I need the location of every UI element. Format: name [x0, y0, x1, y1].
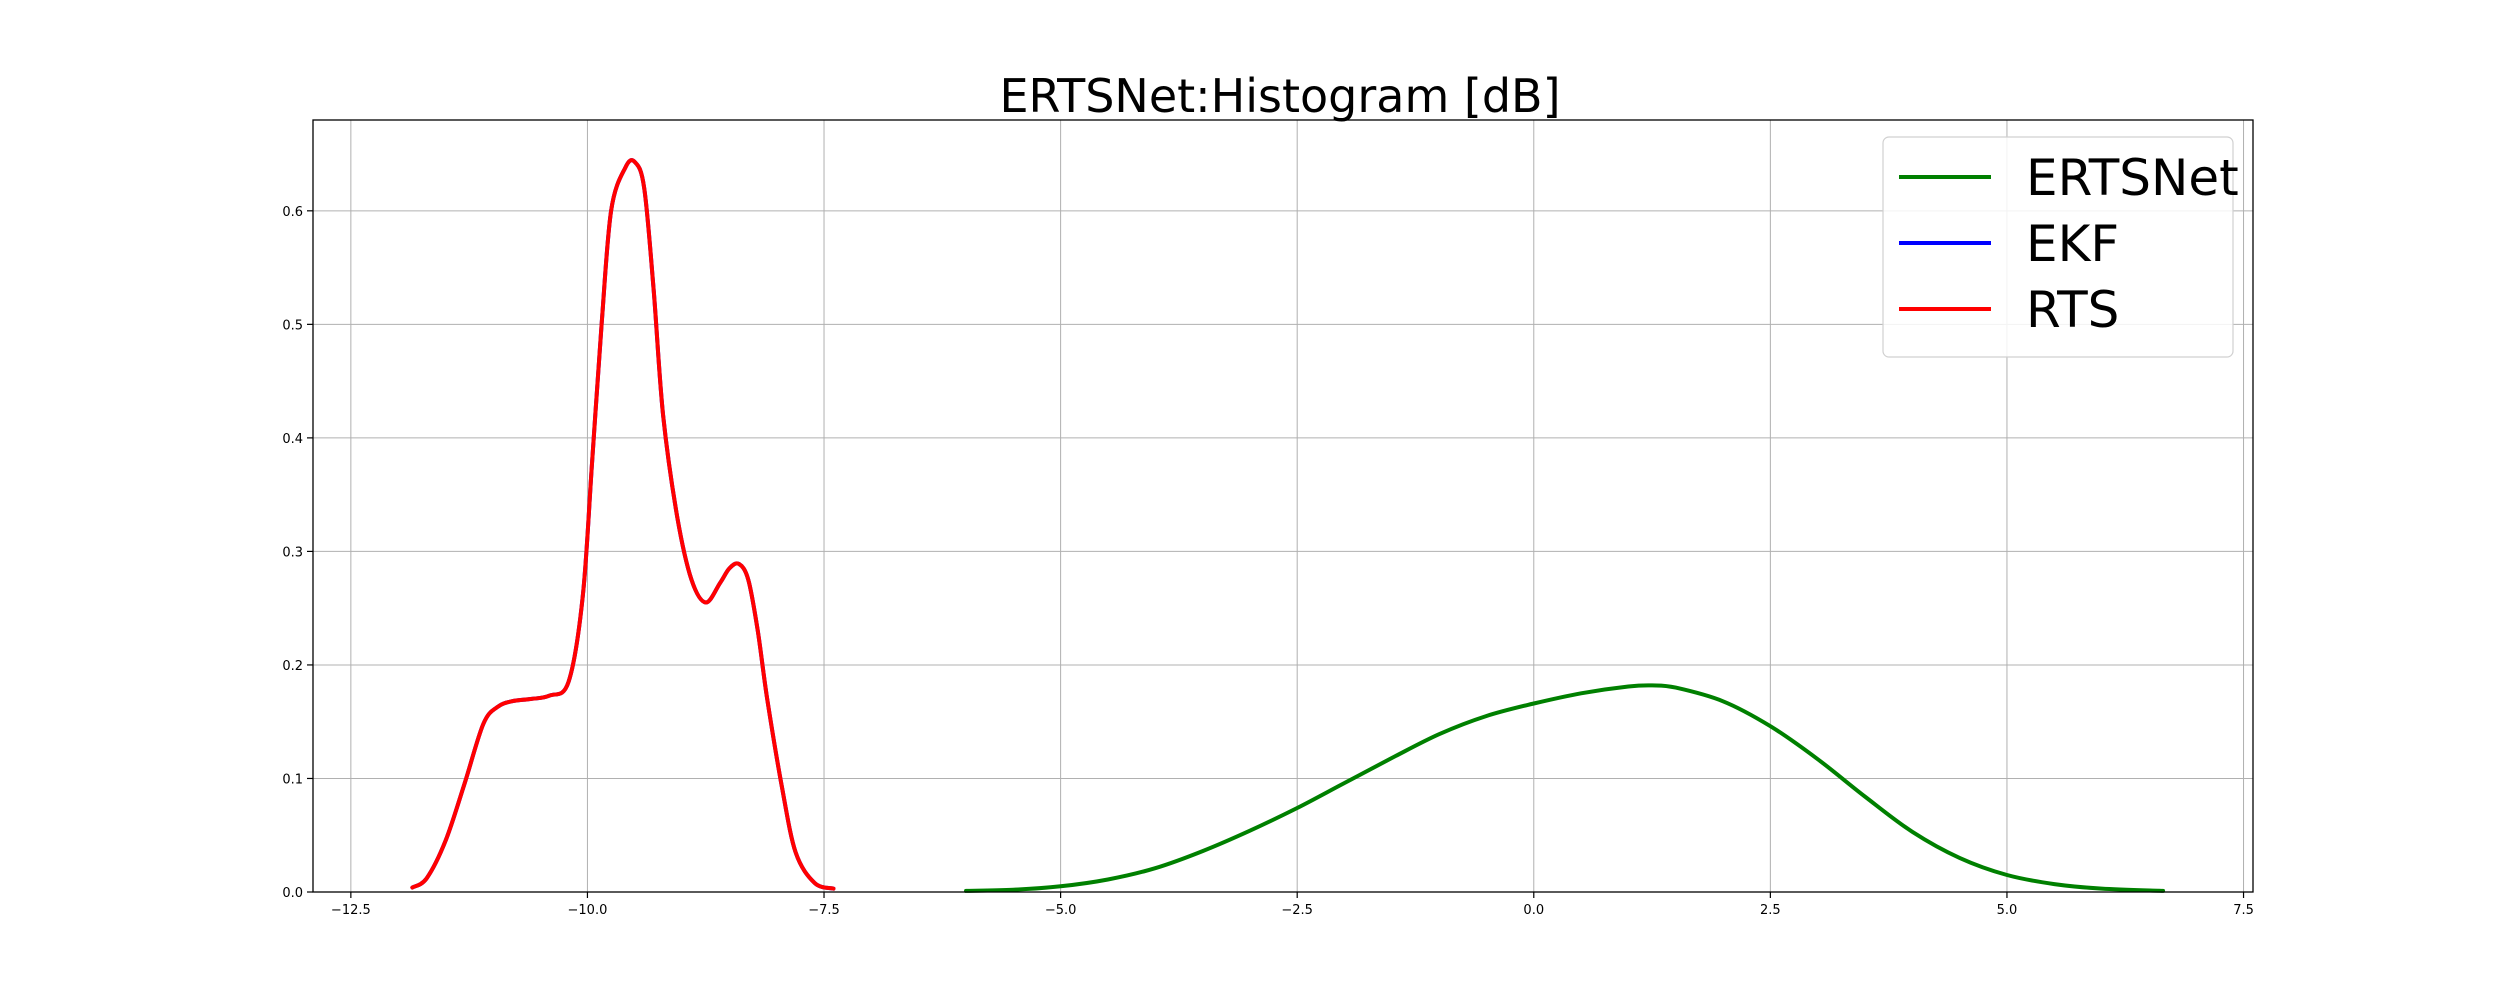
legend-box	[1882, 136, 2234, 358]
plot-area-frame	[312, 119, 2254, 893]
x-tick-label: 2.5	[1760, 903, 1781, 918]
x-tick-label: −7.5	[808, 903, 840, 918]
legend-label-rts: RTS	[2026, 281, 2119, 339]
x-tick-label: −2.5	[1281, 903, 1313, 918]
chart-title: ERTSNet:Histogram [dB]	[999, 69, 1560, 123]
series-line-ekf	[410, 158, 836, 891]
y-tick-label: 0.6	[282, 205, 303, 220]
y-tick-label: 0.0	[282, 886, 303, 901]
y-tick-label: 0.2	[282, 659, 303, 674]
x-tick-label: −10.0	[568, 903, 608, 918]
legend-label-ertsnet: ERTSNet	[2026, 149, 2239, 207]
x-tick-label: −5.0	[1045, 903, 1077, 918]
series-line-ertsnet	[964, 683, 2166, 893]
y-tick-label: 0.5	[282, 318, 303, 333]
x-tick-label: 7.5	[2233, 903, 2254, 918]
y-tick-label: 0.1	[282, 772, 303, 787]
x-tick-label: 0.0	[1523, 903, 1544, 918]
series-line-rts	[410, 158, 836, 891]
ticks-layer: −12.5 −10.0 −7.5 −5.0 −2.5 0.0 2.5 5.0 7.5 0.0 0.1…	[282, 205, 2254, 918]
y-tick-label: 0.4	[282, 432, 303, 447]
series-layer	[410, 158, 2166, 893]
legend-label-ekf: EKF	[2026, 215, 2119, 273]
x-tick-label: 5.0	[1997, 903, 2018, 918]
x-tick-label: −12.5	[331, 903, 371, 918]
y-tick-label: 0.3	[282, 545, 303, 560]
legend: ERTSNet EKF RTS	[1882, 136, 2239, 358]
